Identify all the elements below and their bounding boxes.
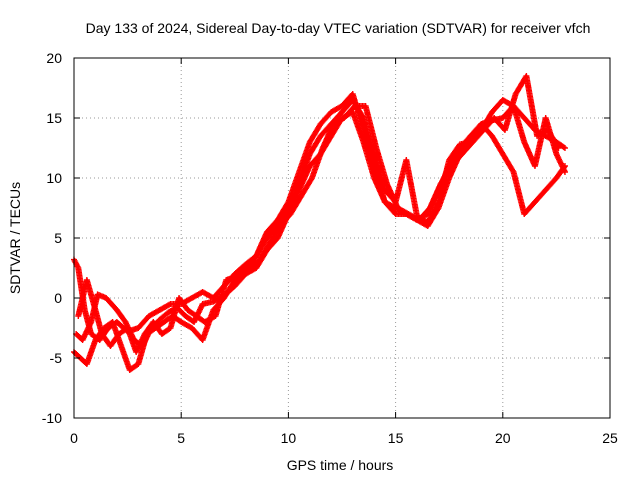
data-point — [560, 144, 567, 151]
x-tick-label: 25 — [602, 430, 618, 446]
data-point — [554, 143, 561, 150]
y-tick-label: -10 — [42, 410, 62, 426]
y-tick-label: 20 — [46, 50, 62, 66]
axis-ticks: 0 5 10 15 20 25 -10 -5 0 5 10 15 20 — [42, 50, 618, 446]
data-point — [561, 145, 568, 151]
chart-title: Day 133 of 2024, Sidereal Day-to-day VTE… — [86, 20, 591, 36]
x-tick-label: 10 — [281, 430, 297, 446]
data-point — [308, 176, 315, 183]
y-tick-label: -5 — [50, 350, 63, 366]
y-tick-label: 5 — [54, 230, 62, 246]
y-axis-label: SDTVAR / TECUs — [7, 182, 23, 294]
y-tick-label: 15 — [46, 110, 62, 126]
x-tick-label: 15 — [388, 430, 404, 446]
y-tick-label: 0 — [54, 290, 62, 306]
data-marks — [71, 73, 568, 373]
x-tick-label: 5 — [177, 430, 185, 446]
data-point — [561, 169, 568, 175]
series-track-a — [71, 91, 568, 343]
x-axis-label: GPS time / hours — [287, 457, 394, 473]
x-tick-label: 20 — [495, 430, 511, 446]
x-tick-label: 0 — [70, 430, 78, 446]
series-track-d — [75, 73, 562, 355]
data-point — [555, 145, 562, 151]
data-point — [359, 113, 366, 120]
data-point — [509, 167, 516, 174]
y-tick-label: 10 — [46, 170, 62, 186]
